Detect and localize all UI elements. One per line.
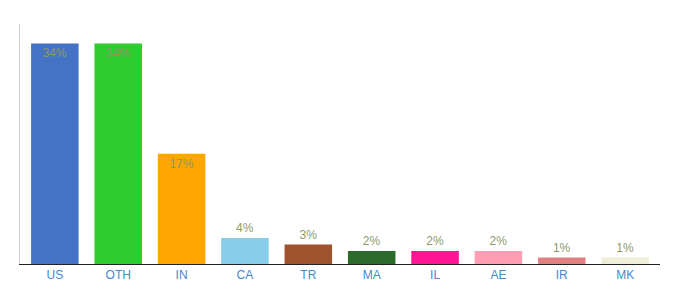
svg-text:34%: 34% xyxy=(106,46,130,60)
svg-text:AE: AE xyxy=(490,268,506,282)
svg-text:TR: TR xyxy=(300,268,316,282)
svg-text:OTH: OTH xyxy=(106,268,131,282)
svg-text:1%: 1% xyxy=(616,241,634,255)
svg-text:2%: 2% xyxy=(490,234,508,248)
svg-text:MA: MA xyxy=(363,268,381,282)
svg-text:4%: 4% xyxy=(236,221,254,235)
svg-text:1%: 1% xyxy=(553,241,571,255)
svg-text:MK: MK xyxy=(616,268,634,282)
svg-text:2%: 2% xyxy=(363,234,381,248)
svg-text:IN: IN xyxy=(176,268,188,282)
svg-text:US: US xyxy=(47,268,64,282)
svg-text:IR: IR xyxy=(556,268,568,282)
svg-text:3%: 3% xyxy=(299,228,317,242)
svg-text:34%: 34% xyxy=(43,46,67,60)
svg-text:17%: 17% xyxy=(169,157,193,171)
svg-text:IL: IL xyxy=(430,268,440,282)
svg-text:CA: CA xyxy=(237,268,254,282)
svg-text:2%: 2% xyxy=(426,234,444,248)
